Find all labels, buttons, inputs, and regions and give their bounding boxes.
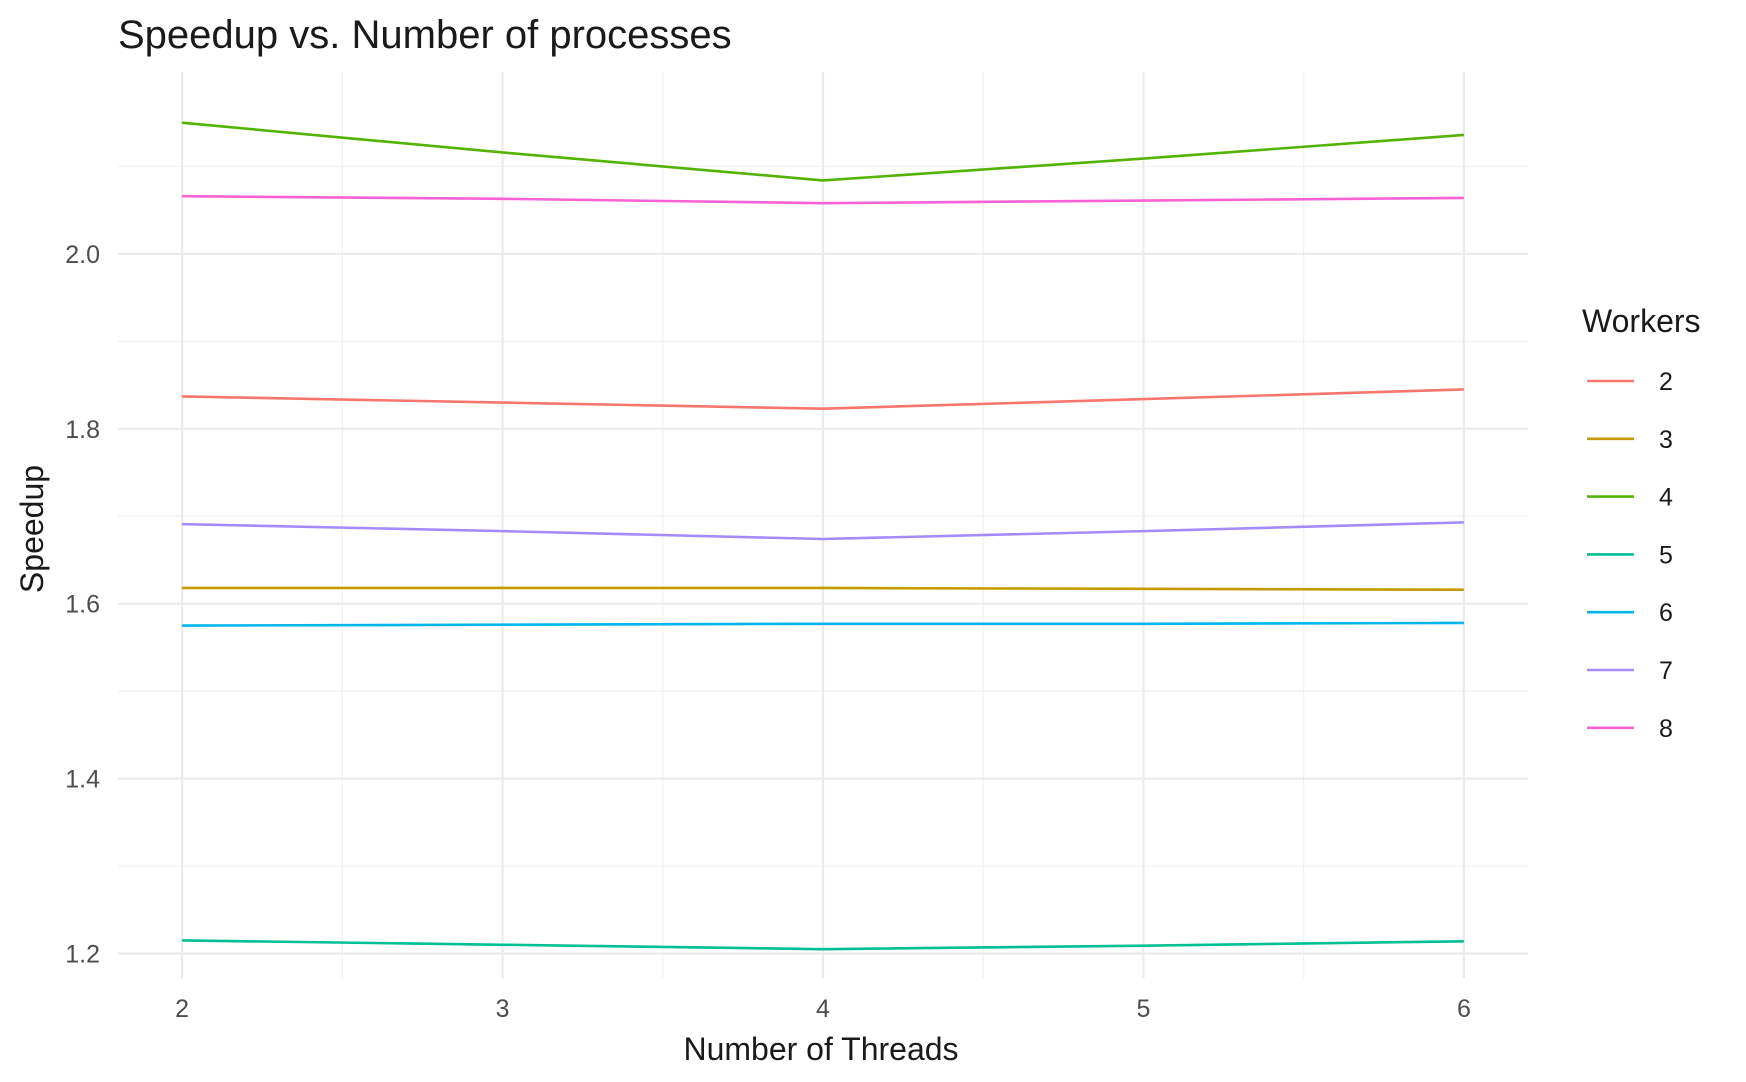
legend-item-workers-3: 3	[1587, 426, 1673, 454]
x-tick-label: 3	[496, 995, 510, 1023]
y-tick-label: 1.8	[65, 416, 100, 444]
legend-item-workers-5: 5	[1587, 541, 1673, 569]
legend-label: 3	[1659, 426, 1673, 454]
x-axis-title: Number of Threads	[683, 1031, 958, 1067]
legend: Workers 2 3 4 5 6 7 8	[1582, 303, 1701, 743]
legend-label: 8	[1659, 715, 1673, 743]
axis-layer: 2 3 4 5 6 1.2 1.4 1.6 1.8 2.0	[65, 241, 1471, 1023]
x-tick-label: 5	[1137, 995, 1151, 1023]
legend-label: 7	[1659, 657, 1673, 685]
legend-label: 5	[1659, 541, 1673, 569]
y-axis-title: Speedup	[14, 465, 50, 593]
legend-label: 4	[1659, 484, 1673, 512]
legend-item-workers-2: 2	[1587, 368, 1673, 396]
series-line-workers-2	[182, 388, 1464, 410]
y-tick-label: 1.2	[65, 941, 100, 969]
series-line-workers-8	[182, 194, 1464, 205]
x-tick-label: 4	[816, 995, 830, 1023]
series-line-workers-6	[182, 621, 1464, 627]
x-tick-label: 2	[175, 995, 189, 1023]
legend-label: 6	[1659, 599, 1673, 627]
legend-item-workers-8: 8	[1587, 715, 1673, 743]
legend-label: 2	[1659, 368, 1673, 396]
y-tick-label: 1.6	[65, 591, 100, 619]
series-line-workers-5	[182, 939, 1464, 951]
grid-layer	[118, 72, 1528, 978]
series-line-workers-7	[182, 521, 1464, 541]
chart-title: Speedup vs. Number of processes	[118, 13, 732, 57]
y-tick-label: 2.0	[65, 241, 100, 269]
legend-item-workers-4: 4	[1587, 484, 1673, 512]
series-layer	[181, 121, 1465, 951]
y-tick-label: 1.4	[65, 766, 100, 794]
series-line-workers-3	[182, 586, 1464, 592]
x-tick-label: 6	[1457, 995, 1471, 1023]
series-line-workers-4	[181, 121, 1465, 182]
legend-title: Workers	[1582, 303, 1701, 339]
legend-item-workers-7: 7	[1587, 657, 1673, 685]
legend-item-workers-6: 6	[1587, 599, 1673, 627]
